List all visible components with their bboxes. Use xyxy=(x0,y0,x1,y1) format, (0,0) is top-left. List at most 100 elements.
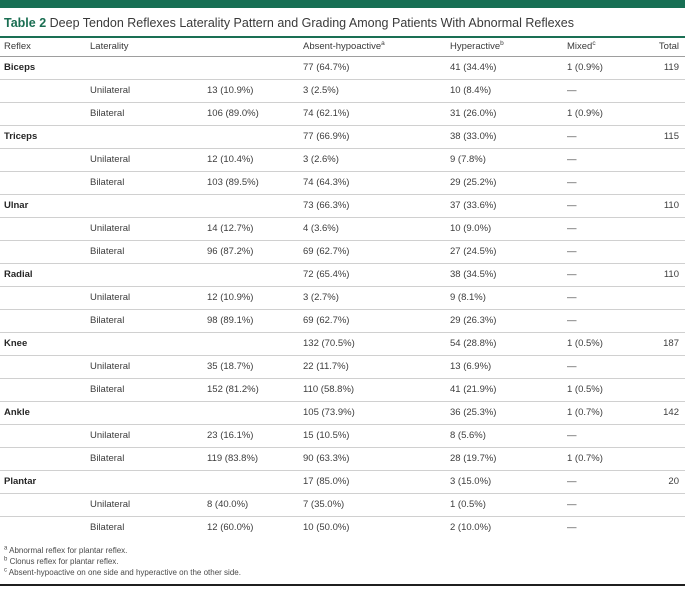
col-header-laterality-n xyxy=(203,36,299,57)
footnote-text: Absent-hypoactive on one side and hypera… xyxy=(8,568,241,577)
cell-total-empty xyxy=(636,216,685,240)
cell-mixed: — xyxy=(563,262,636,286)
cell-mixed: — xyxy=(563,469,636,493)
col-header-hyperactive: Hyperactiveb xyxy=(446,36,563,57)
cell-total-empty xyxy=(636,354,685,378)
cell-hyperactive: 38 (33.0%) xyxy=(446,124,563,148)
cell-laterality: Bilateral xyxy=(86,515,203,539)
cell-laterality-n: 23 (16.1%) xyxy=(203,423,299,447)
cell-reflex-empty xyxy=(0,147,86,171)
cell-absent-hypoactive: 69 (62.7%) xyxy=(299,239,446,263)
cell-absent-hypoactive: 3 (2.6%) xyxy=(299,147,446,171)
footnote-marker: c xyxy=(4,567,7,574)
cell-laterality-empty xyxy=(86,55,203,79)
laterality-sub-row: Bilateral 106 (89.0%) 74 (62.1%) 31 (26.0%)… xyxy=(0,101,685,125)
cell-reflex-empty xyxy=(0,492,86,516)
cell-total-empty xyxy=(636,423,685,447)
cell-mixed: 1 (0.5%) xyxy=(563,331,636,355)
reflex-group-row: Radial 72 (65.4%) 38 (34.5%) —110 xyxy=(0,262,685,286)
cell-mixed: — xyxy=(563,515,636,539)
col-header-label: Total xyxy=(658,41,679,53)
reflex-group-row: Plantar 17 (85.0%) 3 (15.0%) —20 xyxy=(0,469,685,493)
cell-mixed: — xyxy=(563,492,636,516)
cell-laterality-n-empty xyxy=(203,193,299,217)
cell-mixed: — xyxy=(563,78,636,102)
footnote-b: b Clonus reflex for plantar reflex. xyxy=(4,556,680,567)
cell-reflex-empty xyxy=(0,446,86,470)
cell-total: 110 xyxy=(636,262,685,286)
cell-absent-hypoactive: 22 (11.7%) xyxy=(299,354,446,378)
laterality-sub-row: Unilateral 35 (18.7%) 22 (11.7%) 13 (6.9%) — xyxy=(0,354,685,378)
cell-hyperactive: 28 (19.7%) xyxy=(446,446,563,470)
footnote-c: c Absent-hypoactive on one side and hype… xyxy=(4,567,680,578)
cell-reflex-empty xyxy=(0,101,86,125)
cell-total: 115 xyxy=(636,124,685,148)
cell-hyperactive: 9 (8.1%) xyxy=(446,285,563,309)
laterality-sub-row: Bilateral 98 (89.1%) 69 (62.7%) 29 (26.3%) — xyxy=(0,308,685,332)
cell-mixed: — xyxy=(563,285,636,309)
cell-laterality: Unilateral xyxy=(86,216,203,240)
cell-reflex-empty xyxy=(0,377,86,401)
cell-hyperactive: 2 (10.0%) xyxy=(446,515,563,539)
cell-absent-hypoactive: 105 (73.9%) xyxy=(299,400,446,424)
cell-hyperactive: 27 (24.5%) xyxy=(446,239,563,263)
cell-mixed: 1 (0.7%) xyxy=(563,446,636,470)
cell-mixed: — xyxy=(563,423,636,447)
cell-total-empty xyxy=(636,515,685,539)
cell-laterality-n: 98 (89.1%) xyxy=(203,308,299,332)
cell-reflex-empty xyxy=(0,216,86,240)
cell-laterality-n: 96 (87.2%) xyxy=(203,239,299,263)
cell-absent-hypoactive: 17 (85.0%) xyxy=(299,469,446,493)
cell-reflex-empty xyxy=(0,515,86,539)
cell-total-empty xyxy=(636,308,685,332)
cell-laterality-n-empty xyxy=(203,331,299,355)
cell-laterality-n: 8 (40.0%) xyxy=(203,492,299,516)
laterality-sub-row: Bilateral 119 (83.8%) 90 (63.3%) 28 (19.7%)… xyxy=(0,446,685,470)
cell-laterality: Unilateral xyxy=(86,492,203,516)
cell-hyperactive: 37 (33.6%) xyxy=(446,193,563,217)
cell-reflex-empty xyxy=(0,285,86,309)
cell-mixed: — xyxy=(563,354,636,378)
cell-total-empty xyxy=(636,446,685,470)
cell-laterality-empty xyxy=(86,331,203,355)
cell-total-empty xyxy=(636,492,685,516)
cell-laterality-empty xyxy=(86,262,203,286)
cell-laterality: Unilateral xyxy=(86,78,203,102)
cell-laterality-n: 13 (10.9%) xyxy=(203,78,299,102)
cell-total: 110 xyxy=(636,193,685,217)
cell-laterality-n-empty xyxy=(203,124,299,148)
cell-laterality: Bilateral xyxy=(86,101,203,125)
table-header: Reflex Laterality Absent-hypoactivea Hypera… xyxy=(0,36,685,57)
cell-mixed: 1 (0.5%) xyxy=(563,377,636,401)
reflex-table: Reflex Laterality Absent-hypoactivea Hypera… xyxy=(0,36,685,539)
cell-hyperactive: 29 (25.2%) xyxy=(446,170,563,194)
cell-reflex-name: Ulnar xyxy=(0,193,86,217)
cell-absent-hypoactive: 10 (50.0%) xyxy=(299,515,446,539)
cell-reflex-name: Biceps xyxy=(0,55,86,79)
cell-absent-hypoactive: 69 (62.7%) xyxy=(299,308,446,332)
col-header-reflex: Reflex xyxy=(0,36,86,57)
table-body: Biceps 77 (64.7%) 41 (34.4%) 1 (0.9%) 119 Uni… xyxy=(0,55,685,539)
cell-total-empty xyxy=(636,285,685,309)
cell-total: 20 xyxy=(636,469,685,493)
cell-hyperactive: 41 (21.9%) xyxy=(446,377,563,401)
cell-absent-hypoactive: 3 (2.7%) xyxy=(299,285,446,309)
footnote-marker: a xyxy=(4,545,8,552)
cell-laterality: Bilateral xyxy=(86,308,203,332)
cell-hyperactive: 1 (0.5%) xyxy=(446,492,563,516)
cell-total: 119 xyxy=(636,55,685,79)
cell-absent-hypoactive: 72 (65.4%) xyxy=(299,262,446,286)
laterality-sub-row: Bilateral 12 (60.0%) 10 (50.0%) 2 (10.0%) — xyxy=(0,515,685,539)
col-header-label: Laterality xyxy=(90,41,129,53)
cell-total: 142 xyxy=(636,400,685,424)
col-header-mixed: Mixedc xyxy=(563,36,636,57)
laterality-sub-row: Unilateral 12 (10.4%) 3 (2.6%) 9 (7.8%) — xyxy=(0,147,685,171)
cell-mixed: — xyxy=(563,239,636,263)
footnote-marker-a: a xyxy=(381,40,385,48)
cell-reflex-name: Knee xyxy=(0,331,86,355)
cell-hyperactive: 13 (6.9%) xyxy=(446,354,563,378)
laterality-sub-row: Unilateral 23 (16.1%) 15 (10.5%) 8 (5.6%) — xyxy=(0,423,685,447)
cell-total-empty xyxy=(636,377,685,401)
cell-hyperactive: 10 (8.4%) xyxy=(446,78,563,102)
cell-absent-hypoactive: 77 (64.7%) xyxy=(299,55,446,79)
